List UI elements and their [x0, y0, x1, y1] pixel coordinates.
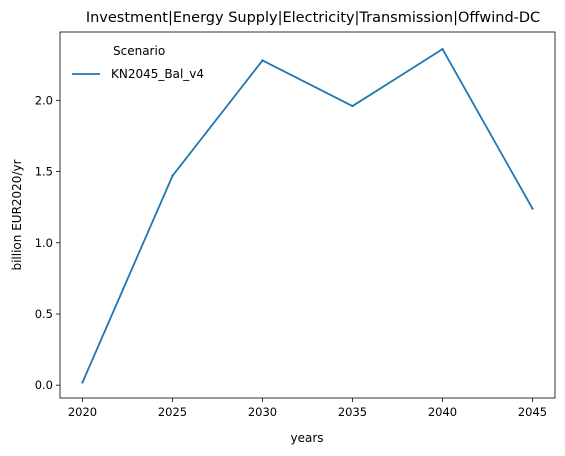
x-tick-label: 2035	[338, 405, 367, 419]
y-tick-label: 1.5	[35, 165, 53, 179]
data-point	[441, 47, 444, 51]
data-point	[531, 207, 534, 210]
x-tick-label: 2040	[428, 405, 457, 419]
y-tick-label: 0.0	[35, 378, 53, 392]
x-tick-label: 2020	[68, 405, 97, 419]
plot-area	[59, 31, 556, 399]
legend: Scenario KN2045_Bal_v4	[72, 44, 204, 81]
data-point	[81, 381, 84, 384]
x-axis: 2020 2025 2030 2035 2040 2045	[68, 398, 547, 419]
data-point	[351, 104, 354, 108]
legend-entry-label: KN2045_Bal_v4	[111, 67, 204, 81]
data-point	[261, 59, 264, 62]
x-tick-label: 2025	[158, 405, 187, 419]
x-tick-label: 2045	[518, 405, 547, 419]
x-tick-label: 2030	[248, 405, 277, 419]
chart-title: Investment|Energy Supply|Electricity|Tra…	[86, 10, 540, 26]
plot-frame	[59, 31, 556, 399]
series-line	[81, 48, 534, 384]
y-tick-label: 0.5	[35, 307, 53, 321]
y-tick-label: 2.0	[35, 93, 53, 107]
data-point	[171, 174, 174, 178]
series-layer	[81, 47, 534, 384]
legend-title: Scenario	[113, 44, 165, 58]
y-axis-label: billion EUR2020/yr	[10, 159, 24, 270]
y-axis: 0.0 0.5 1.0 1.5 2.0	[35, 93, 60, 392]
x-axis-label: years	[290, 431, 323, 445]
y-tick-label: 1.0	[35, 236, 53, 250]
